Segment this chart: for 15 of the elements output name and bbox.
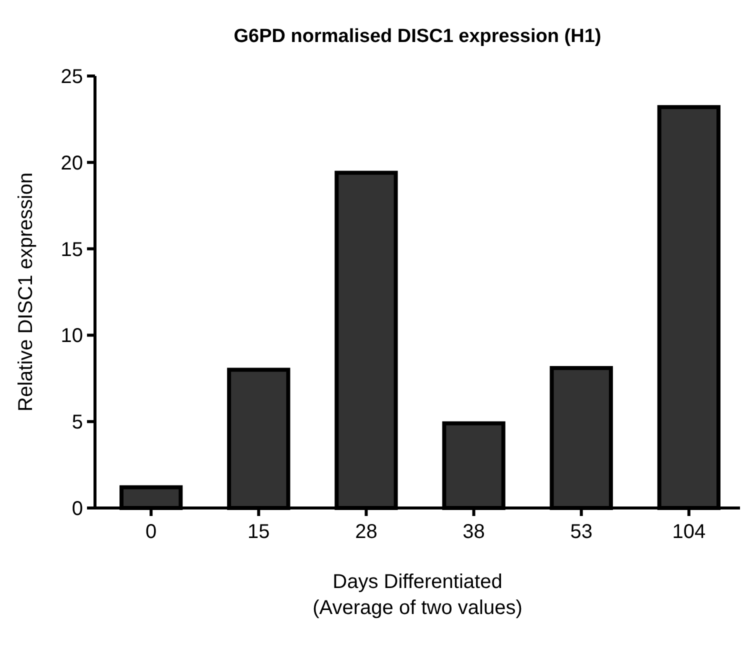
x-tick-label: 0 xyxy=(146,521,157,543)
x-tick-label: 104 xyxy=(672,521,706,543)
y-tick-label: 15 xyxy=(60,238,83,261)
y-axis-title: Relative DISC1 expression xyxy=(15,172,37,412)
x-axis-title: Days Differentiated (Average of two values) xyxy=(312,571,522,619)
x-tick-label: 15 xyxy=(248,521,270,543)
x-tick-label: 38 xyxy=(462,521,485,543)
x-tick-label: 28 xyxy=(355,521,378,543)
y-tick-label: 10 xyxy=(60,325,83,348)
chart-title: G6PD normalised DISC1 expression (H1) xyxy=(234,26,602,47)
y-tick-label: 0 xyxy=(72,498,83,520)
x-tick-label: 53 xyxy=(570,521,592,543)
y-tick-label: 20 xyxy=(60,152,83,174)
y-tick-label: 5 xyxy=(72,412,83,434)
y-tick-label: 25 xyxy=(60,66,83,88)
